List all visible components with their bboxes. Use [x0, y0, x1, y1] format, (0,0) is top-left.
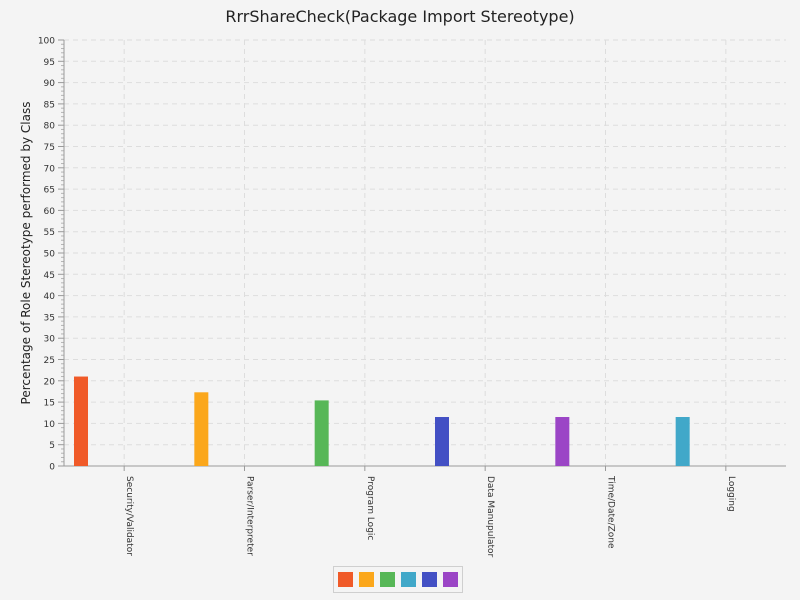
legend-swatch[interactable] [338, 572, 353, 587]
x-tick-label: Program Logic [365, 476, 375, 540]
legend-swatch[interactable] [380, 572, 395, 587]
x-tick-label: Data Manupulator [485, 476, 495, 558]
y-tick-label: 85 [44, 100, 55, 110]
y-tick-label: 5 [49, 441, 55, 451]
bar-data-manupulator [435, 417, 449, 466]
legend-swatch[interactable] [359, 572, 374, 587]
bar-security-validator [74, 376, 88, 466]
y-tick-label: 15 [44, 399, 55, 409]
y-tick-label: 30 [44, 335, 56, 345]
y-tick-label: 55 [44, 228, 55, 238]
y-tick-label: 65 [44, 186, 55, 196]
y-tick-label: 70 [44, 164, 56, 174]
y-tick-label: 0 [49, 463, 55, 473]
x-tick-label: Parser/Interpreter [245, 476, 255, 556]
chart-title: RrrShareCheck(Package Import Stereotype) [225, 7, 575, 26]
y-tick-label: 25 [44, 356, 55, 366]
legend-swatch[interactable] [401, 572, 416, 587]
gridlines [64, 39, 786, 466]
y-tick-label: 50 [44, 250, 56, 260]
x-tick-label: Security/Validator [124, 476, 134, 556]
bar-parser-interpreter [194, 392, 209, 466]
y-tick-label: 60 [44, 207, 56, 217]
y-tick-label: 90 [44, 79, 56, 89]
x-tick-label: Logging [726, 476, 736, 512]
bar-logging [675, 417, 690, 466]
y-tick-label: 10 [44, 420, 56, 430]
legend-swatch[interactable] [443, 572, 458, 587]
bars [74, 376, 690, 466]
y-tick-label: 80 [44, 122, 56, 132]
legend [333, 566, 463, 593]
y-tick-label: 40 [44, 292, 56, 302]
bar-program-logic [314, 400, 329, 466]
y-tick-label: 95 [44, 58, 55, 68]
x-tick-label: Time/Date/Zone [606, 475, 616, 549]
bar-time-date-zone [555, 417, 570, 466]
y-axis: 0 5 10 15 20 25 30 35 40 45 50 55 60 65 70 75 80 85 90 95 10… [38, 37, 65, 473]
y-tick-label: 100 [38, 37, 55, 47]
x-axis: Security/Validator Parser/Interpreter Prog… [64, 465, 786, 558]
y-tick-label: 20 [44, 377, 56, 387]
y-tick-label: 45 [44, 271, 55, 281]
y-tick-label: 75 [44, 143, 55, 153]
legend-swatch[interactable] [422, 572, 437, 587]
y-tick-label: 35 [44, 313, 55, 323]
